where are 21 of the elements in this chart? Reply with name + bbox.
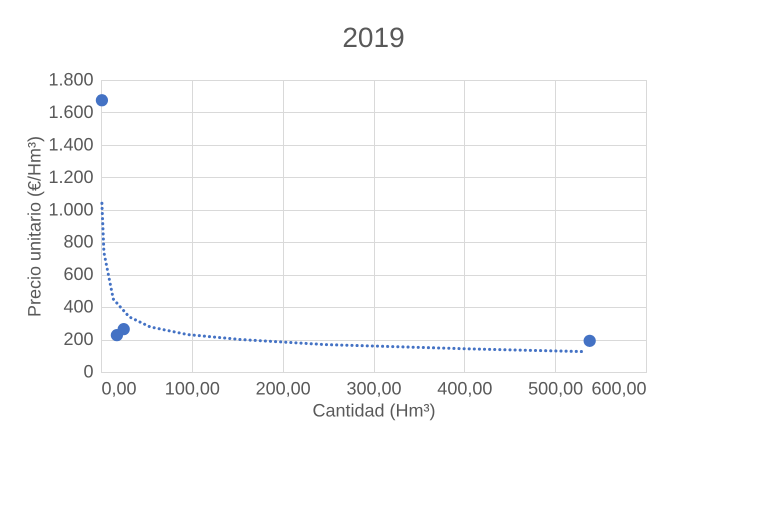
y-tick-label: 1.600 [48,102,94,122]
y-tick-label: 1.400 [48,134,94,154]
y-tick-label: 200 [63,329,94,350]
x-tick-label: 0,00 [102,378,137,398]
x-tick-label: 100,00 [164,378,220,398]
y-tick-label: 1.000 [48,199,94,220]
chart-title: 2019 [342,22,405,53]
y-tick-label: 1.200 [48,166,94,187]
line-series [100,202,584,354]
x-tick-label: 500,00 [528,378,584,398]
y-tick-label: 1.800 [48,70,94,90]
x-tick-label: 400,00 [437,378,492,398]
x-axis-title: Cantidad (Hm³) [312,400,436,420]
y-tick-label: 600 [63,264,94,284]
x-tick-label: 200,00 [256,378,311,398]
y-axis-title: Precio unitario (€/Hm³) [24,136,44,318]
y-tick-label: 0 [83,362,94,382]
y-tick-label: 800 [63,232,94,252]
x-tick-label: 300,00 [346,378,402,398]
y-tick-label: 400 [63,296,94,317]
x-tick-label: 600,00 [591,378,646,398]
